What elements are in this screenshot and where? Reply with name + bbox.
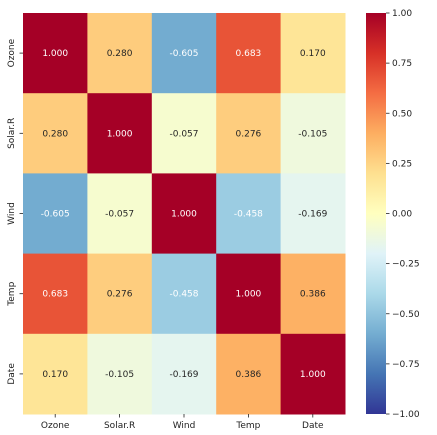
heatmap-cell — [87, 93, 153, 174]
cell-value-label: -0.057 — [105, 210, 134, 220]
heatmap-cell — [151, 253, 217, 335]
cell-value-label: 0.170 — [42, 370, 68, 380]
y-tick-label: Wind — [7, 202, 17, 225]
cell-value-label: 1.000 — [107, 129, 133, 139]
heatmap-cell — [23, 253, 88, 335]
y-tick-label: Solar.R — [7, 118, 17, 149]
colorbar-tick-label: 0.25 — [392, 159, 412, 169]
x-tick-label: Temp — [235, 421, 260, 431]
colorbar-tick-label: −0.50 — [392, 310, 420, 320]
heatmap-cell — [87, 173, 153, 255]
heatmap-cell — [23, 93, 88, 174]
x-tick-label: Wind — [173, 421, 196, 431]
x-axis-ticks: Ozone Solar.R Wind Temp Date — [41, 414, 324, 431]
colorbar-tick-label: −0.25 — [392, 260, 420, 270]
cell-value-label: 1.000 — [236, 290, 262, 300]
colorbar: 1.00 0.75 0.50 0.25 0.00 −0.25 −0.50 −0.75 −1.00 — [366, 9, 420, 420]
cell-value-label: 0.386 — [300, 290, 326, 300]
colorbar-tick-label: 0.50 — [392, 109, 412, 119]
cell-value-label: 0.683 — [236, 49, 262, 59]
heatmap-cell — [216, 173, 282, 255]
heatmap-cell — [280, 93, 346, 174]
cell-value-label: -0.458 — [169, 290, 198, 300]
heatmap-cell — [216, 333, 282, 415]
cell-value-label: -0.169 — [298, 210, 327, 220]
cell-value-label: 0.280 — [107, 49, 133, 59]
y-tick-label: Ozone — [7, 38, 17, 67]
heatmap-cell — [87, 253, 153, 335]
cell-value-label: 1.000 — [171, 210, 197, 220]
heatmap-cells — [23, 13, 346, 415]
colorbar-tick-label: 0.75 — [392, 59, 412, 69]
cell-value-label: -0.105 — [105, 370, 134, 380]
heatmap-cell — [87, 13, 153, 94]
cell-value-label: 0.276 — [236, 129, 262, 139]
cell-value-label: 0.386 — [236, 370, 262, 380]
cell-value-label: 0.683 — [42, 290, 68, 300]
cell-value-label: -0.057 — [169, 129, 198, 139]
heatmap-cell — [216, 93, 282, 174]
colorbar-tick-label: −1.00 — [392, 410, 420, 420]
heatmap-cell — [280, 13, 346, 94]
y-tick-label: Temp — [7, 281, 17, 306]
cell-value-label: -0.605 — [41, 210, 70, 220]
colorbar-tick-label: 0.00 — [392, 210, 412, 220]
colorbar-ticks: 1.00 0.75 0.50 0.25 0.00 −0.25 −0.50 −0.75 −1.00 — [386, 9, 420, 420]
heatmap-cell — [280, 253, 346, 335]
colorbar-tick-label: 1.00 — [392, 9, 412, 19]
y-tick-label: Date — [7, 363, 17, 385]
heatmap-cell — [280, 173, 346, 255]
cell-value-label: 0.170 — [300, 49, 326, 59]
heatmap-cell — [151, 13, 217, 94]
heatmap-cell — [216, 253, 282, 335]
heatmap-cell — [151, 93, 217, 174]
cell-value-label: -0.105 — [298, 129, 327, 139]
y-axis-ticks: Ozone Solar.R Wind Temp Date — [7, 38, 23, 385]
x-tick-label: Solar.R — [104, 421, 135, 431]
x-tick-label: Ozone — [41, 421, 70, 431]
colorbar-gradient — [366, 13, 386, 414]
heatmap-cell — [23, 173, 88, 255]
heatmap-cell — [23, 13, 88, 94]
cell-value-label: -0.458 — [234, 210, 263, 220]
cell-value-label: 1.000 — [42, 49, 68, 59]
heatmap-cell — [151, 173, 217, 255]
cell-value-label: 0.280 — [42, 129, 68, 139]
colorbar-tick-label: −0.75 — [392, 360, 420, 370]
cell-value-label: 0.276 — [107, 290, 133, 300]
heatmap-cell — [87, 333, 153, 415]
cell-value-label: -0.605 — [169, 49, 198, 59]
heatmap-cell — [151, 333, 217, 415]
x-tick-label: Date — [302, 421, 324, 431]
heatmap-cell — [280, 333, 346, 415]
heatmap-cell-labels: 1.000 0.280 -0.605 0.683 0.170 0.280 1.000 -0.0… — [41, 49, 328, 380]
cell-value-label: 1.000 — [300, 370, 326, 380]
cell-value-label: -0.169 — [169, 370, 198, 380]
heatmap-cell — [216, 13, 282, 94]
heatmap-cell — [23, 333, 88, 415]
